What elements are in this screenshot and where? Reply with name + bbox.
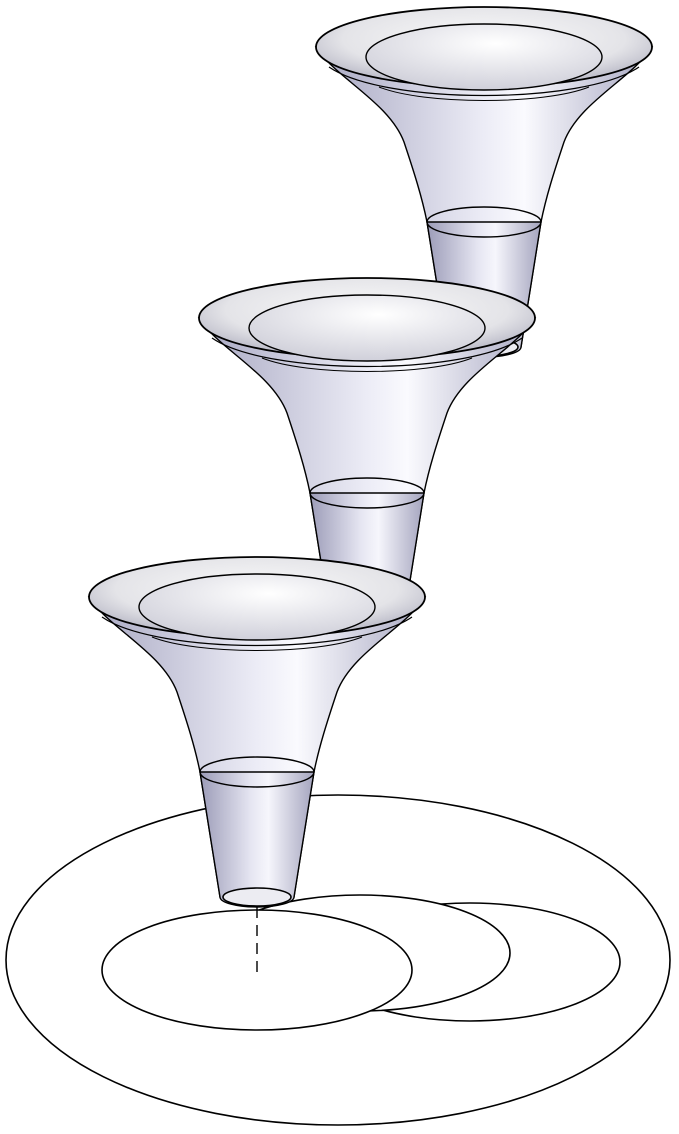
outer-ring	[5, 794, 671, 1126]
funnel-bottom	[88, 556, 426, 908]
base-outline	[5, 794, 671, 1126]
